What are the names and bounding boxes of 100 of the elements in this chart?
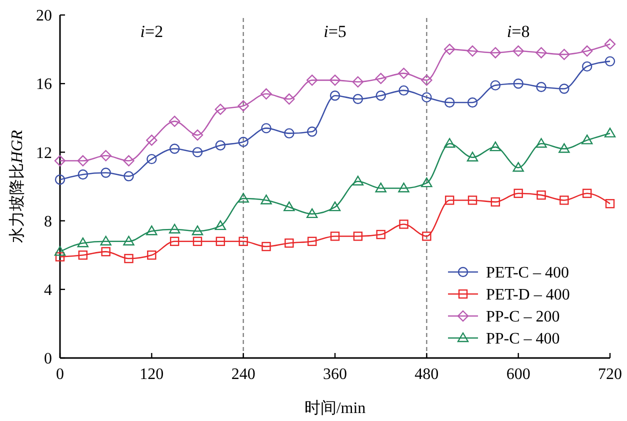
point (238, 236, 248, 246)
point (170, 236, 180, 246)
point (558, 143, 570, 153)
x-tick-label: 720 (598, 366, 622, 383)
point (375, 72, 386, 84)
annotation: i=5 (324, 22, 346, 41)
point (559, 84, 570, 94)
legend-label: PET-D – 400 (486, 286, 570, 304)
legend-label: PET-C – 400 (486, 264, 569, 282)
point (238, 100, 249, 112)
point (284, 238, 294, 248)
point (421, 177, 432, 188)
point (214, 104, 226, 115)
point (490, 47, 502, 58)
point (466, 45, 478, 57)
point (55, 252, 65, 262)
point (306, 126, 318, 137)
point (54, 155, 66, 166)
point (467, 97, 478, 108)
point (306, 74, 318, 86)
annotation: i=8 (506, 22, 530, 41)
point (399, 220, 408, 229)
legend-label: PP-C – 400 (486, 330, 560, 348)
point (100, 150, 112, 162)
x-tick-label: 120 (140, 366, 164, 383)
point (146, 225, 158, 236)
point (376, 90, 386, 101)
point (514, 188, 523, 198)
point (444, 44, 456, 55)
point (215, 140, 226, 150)
point (444, 138, 456, 148)
point (77, 237, 89, 248)
point (604, 38, 616, 50)
point (329, 74, 341, 86)
point (444, 97, 455, 108)
point (260, 88, 272, 100)
point (536, 47, 547, 58)
point (558, 48, 570, 60)
point (582, 188, 592, 198)
point (54, 174, 66, 185)
point (307, 236, 317, 246)
y-tick-label: 0 (44, 350, 52, 368)
point (100, 236, 112, 246)
point (214, 220, 226, 230)
point (490, 197, 500, 207)
point (560, 196, 569, 205)
point (466, 152, 478, 162)
point (77, 155, 89, 166)
point (352, 76, 364, 88)
point (513, 78, 524, 89)
point (284, 128, 294, 138)
legend-label: PP-C – 200 (486, 308, 560, 326)
point (512, 162, 524, 172)
x-tick-label: 600 (506, 366, 530, 383)
point (376, 230, 386, 240)
point (78, 169, 88, 180)
point (147, 250, 156, 260)
point (284, 201, 295, 212)
point (398, 182, 410, 192)
y-tick-label: 8 (44, 213, 52, 230)
point (605, 199, 615, 208)
point (329, 201, 341, 212)
point (330, 232, 340, 241)
point (444, 196, 454, 205)
point (490, 141, 502, 152)
point (192, 225, 204, 236)
point (604, 56, 616, 66)
point (352, 176, 364, 186)
point (123, 236, 134, 246)
x-tick-label: 480 (414, 366, 439, 383)
point (536, 82, 546, 92)
point (582, 61, 592, 72)
y-axis-title: 水力坡降比HGR (8, 130, 26, 243)
point (422, 232, 432, 241)
point (262, 242, 271, 252)
point (490, 80, 501, 90)
point (146, 134, 158, 146)
y-tick-label: 4 (44, 282, 52, 299)
point (146, 154, 157, 164)
point (123, 155, 134, 166)
point (192, 147, 203, 158)
point (421, 74, 432, 86)
point (468, 196, 478, 205)
point (54, 246, 66, 256)
point (330, 90, 340, 101)
point (260, 194, 272, 204)
point (261, 123, 272, 134)
x-tick-label: 240 (231, 366, 256, 383)
point (168, 224, 180, 234)
point (581, 134, 593, 144)
point (168, 116, 180, 127)
point (306, 208, 318, 218)
x-tick-label: 360 (323, 366, 347, 383)
annotation: i=2 (140, 22, 164, 41)
point (78, 250, 88, 260)
y-tick-label: 20 (36, 8, 52, 25)
point (581, 45, 593, 57)
point (192, 236, 202, 246)
point (124, 254, 134, 264)
point (353, 232, 363, 241)
